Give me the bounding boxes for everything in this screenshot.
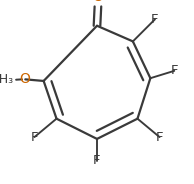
Text: F: F xyxy=(31,131,38,144)
Text: O: O xyxy=(93,0,103,4)
Text: O: O xyxy=(19,72,30,86)
Text: CH₃: CH₃ xyxy=(0,73,14,86)
Text: F: F xyxy=(151,13,159,26)
Text: F: F xyxy=(171,64,178,77)
Text: F: F xyxy=(93,155,101,167)
Text: F: F xyxy=(156,131,163,144)
